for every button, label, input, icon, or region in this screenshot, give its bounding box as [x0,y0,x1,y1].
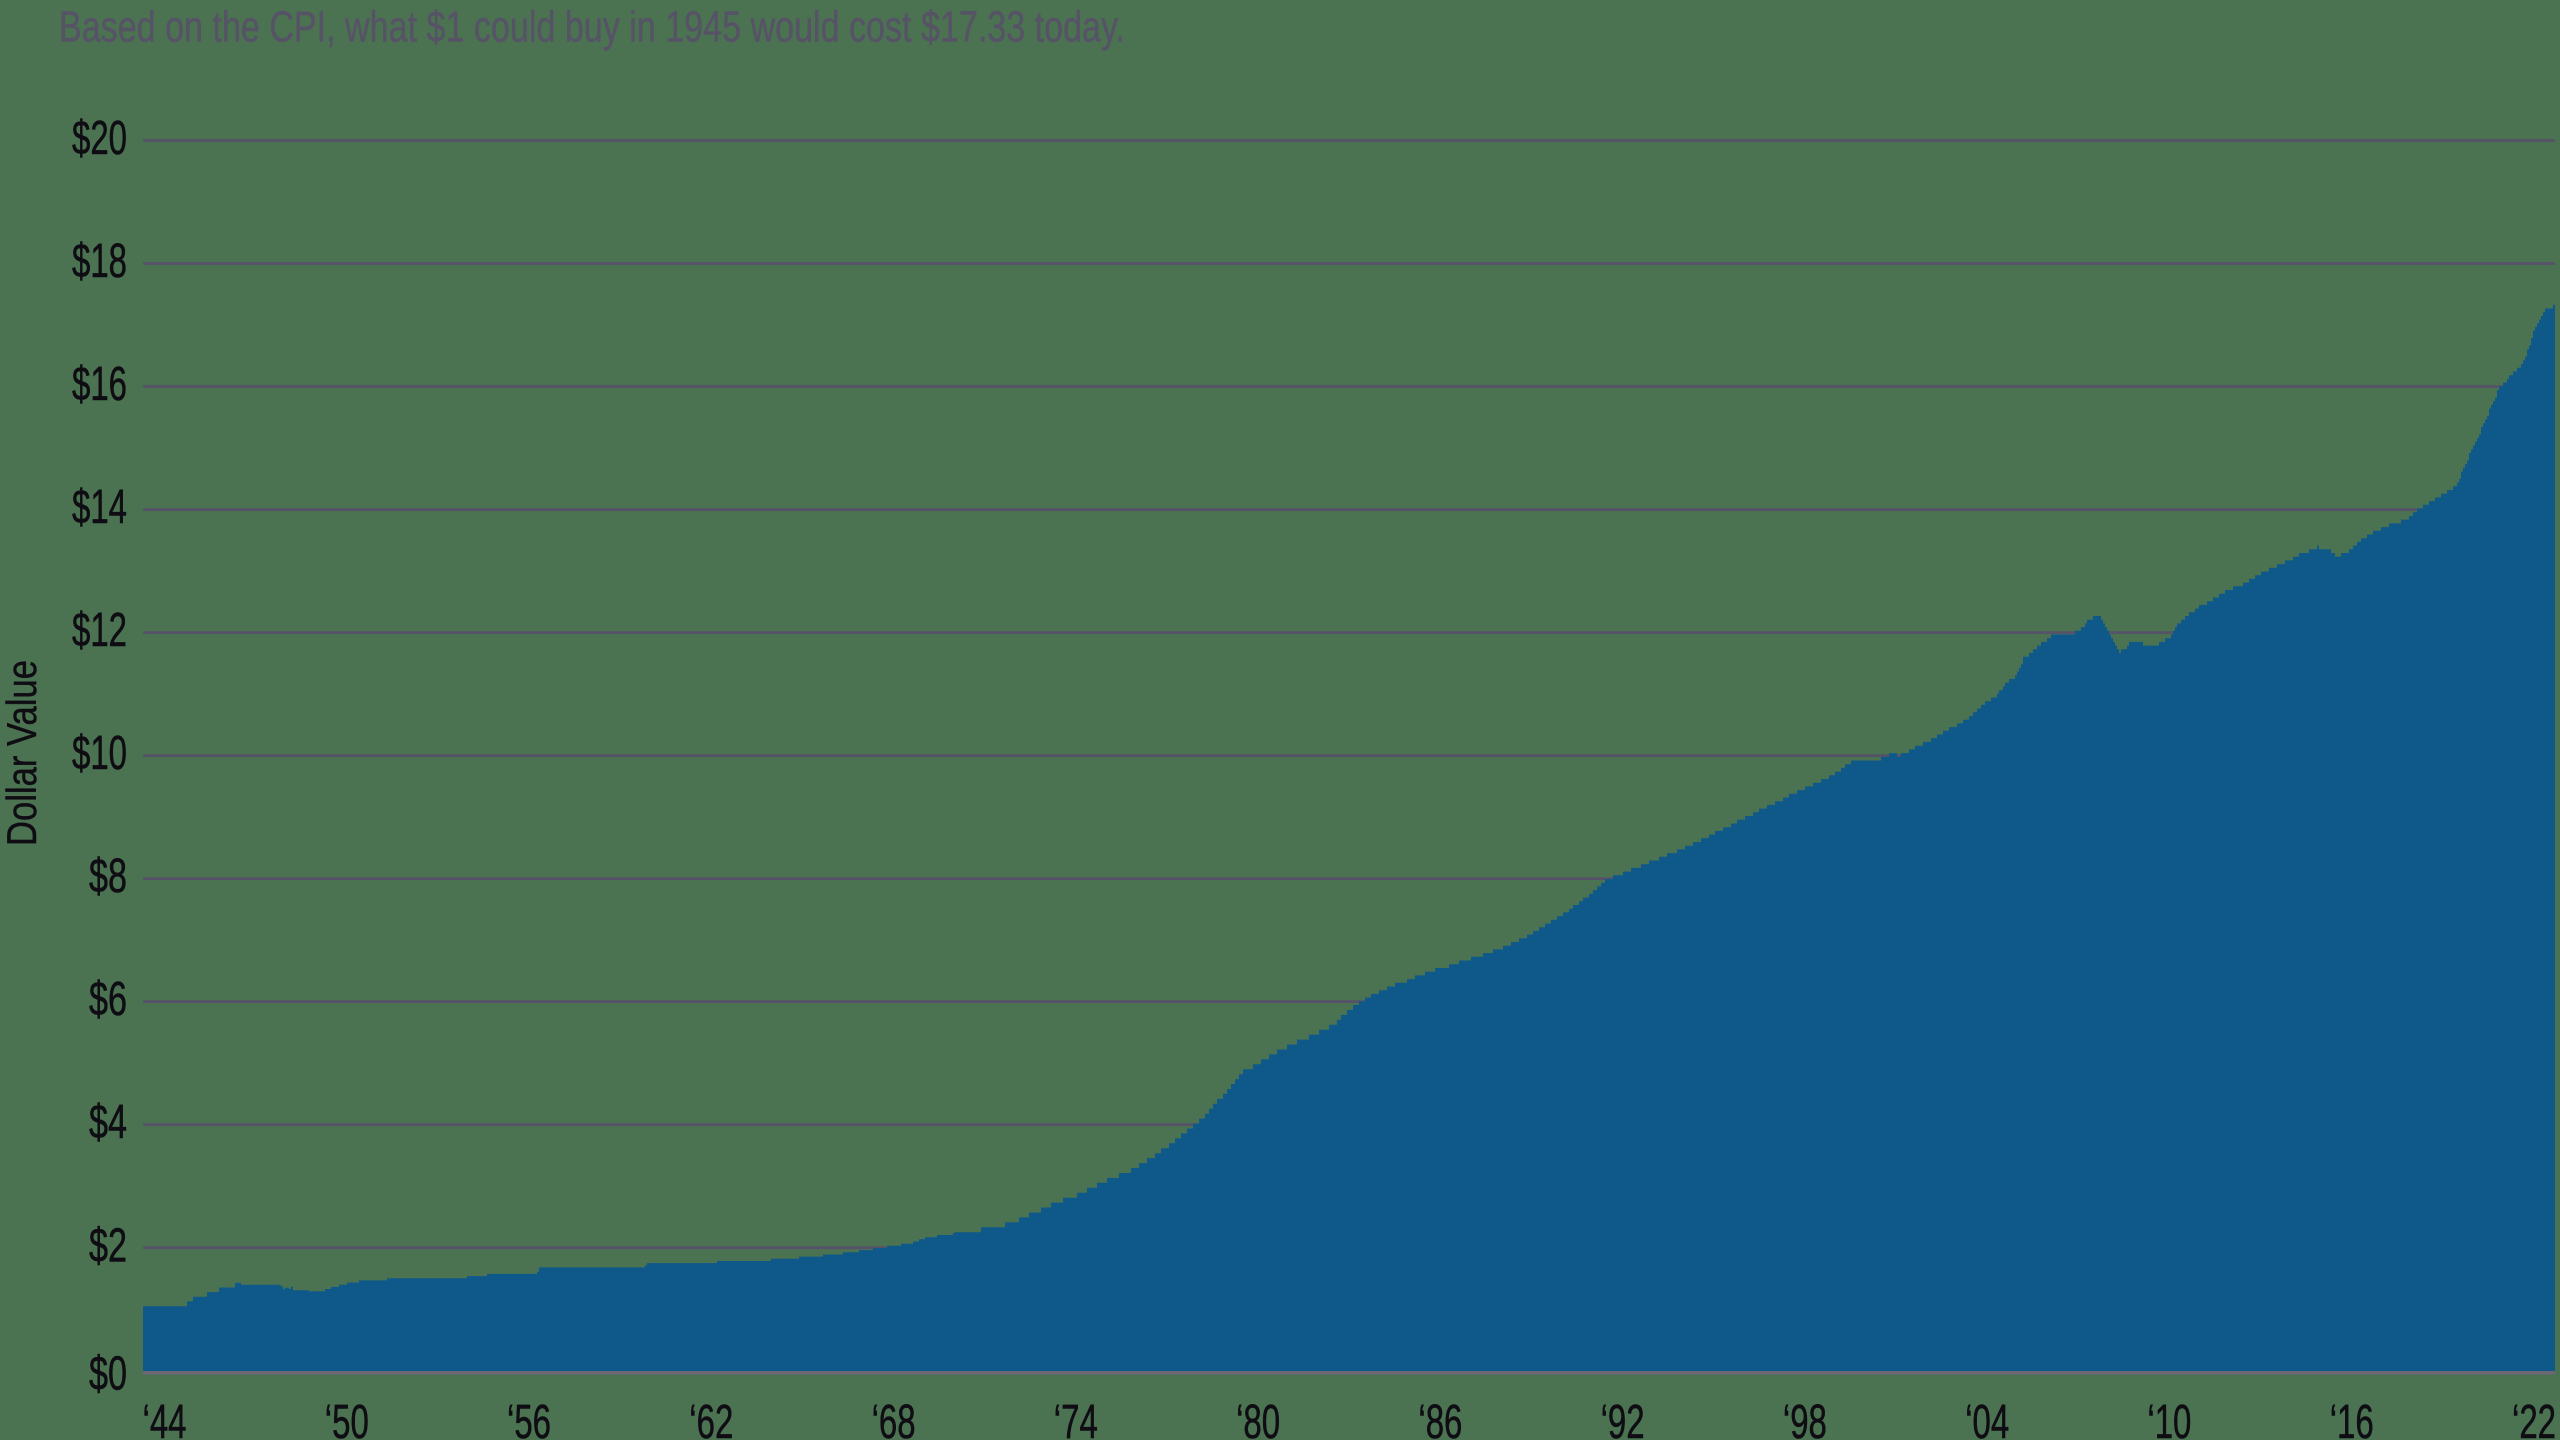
svg-text:$20: $20 [72,112,127,165]
svg-text:‘04: ‘04 [1965,1396,2009,1440]
svg-text:$18: $18 [72,235,127,288]
svg-text:$14: $14 [72,481,127,534]
svg-text:‘10: ‘10 [2147,1396,2191,1440]
svg-text:$0: $0 [89,1348,127,1401]
svg-text:‘62: ‘62 [689,1396,733,1440]
svg-text:‘56: ‘56 [507,1396,551,1440]
svg-text:‘80: ‘80 [1236,1396,1280,1440]
svg-text:$6: $6 [89,973,127,1026]
svg-text:‘86: ‘86 [1418,1396,1462,1440]
svg-text:Based on the CPI, what $1 coul: Based on the CPI, what $1 could buy in 1… [59,3,1125,52]
svg-text:‘74: ‘74 [1054,1396,1098,1440]
svg-text:$12: $12 [72,604,127,657]
svg-text:‘44: ‘44 [143,1396,187,1440]
svg-text:Dollar Value: Dollar Value [0,660,45,846]
svg-text:‘16: ‘16 [2330,1396,2374,1440]
svg-text:$16: $16 [72,358,127,411]
svg-text:‘98: ‘98 [1783,1396,1827,1440]
svg-text:‘92: ‘92 [1601,1396,1645,1440]
svg-text:‘68: ‘68 [872,1396,916,1440]
svg-text:$8: $8 [89,850,127,903]
svg-text:‘22: ‘22 [2512,1396,2556,1440]
svg-text:‘50: ‘50 [325,1396,369,1440]
svg-text:$2: $2 [89,1219,127,1272]
svg-text:$4: $4 [89,1096,127,1149]
svg-text:$10: $10 [72,727,127,780]
